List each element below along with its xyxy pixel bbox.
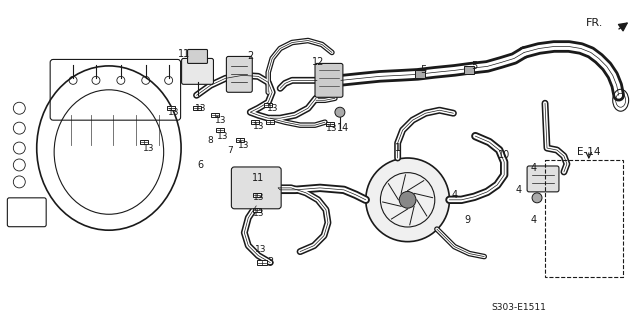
Bar [264,103,272,107]
Bar [139,140,148,144]
Text: 5: 5 [420,65,427,76]
Bar [464,67,474,74]
Circle shape [366,158,450,242]
Circle shape [335,107,345,117]
FancyBboxPatch shape [315,63,343,97]
Bar [415,70,425,78]
Bar [545,160,623,277]
Text: 13: 13 [168,108,179,117]
Text: 13: 13 [238,140,249,149]
Text: 6: 6 [197,160,204,170]
FancyBboxPatch shape [188,50,207,63]
FancyBboxPatch shape [527,166,559,192]
Text: 13: 13 [268,104,279,113]
Text: 7: 7 [228,146,233,155]
Text: 13: 13 [326,124,338,132]
Circle shape [532,193,542,203]
Bar [253,193,261,197]
Text: 13: 13 [217,132,228,140]
Bar [216,128,224,132]
Text: 4: 4 [531,163,537,173]
Text: 14: 14 [337,123,349,133]
Text: 13: 13 [195,104,206,113]
Text: 10: 10 [498,150,510,160]
Text: 9: 9 [464,215,470,225]
Text: 1: 1 [394,143,401,153]
Text: 12: 12 [312,57,324,68]
FancyBboxPatch shape [226,56,252,92]
Text: FR.: FR. [586,18,604,28]
Bar [253,208,261,212]
Text: 13: 13 [215,116,226,125]
FancyBboxPatch shape [231,167,281,209]
Text: 5: 5 [471,61,477,71]
Text: 4: 4 [516,185,522,195]
Text: 4: 4 [531,215,537,225]
Text: 2: 2 [247,52,254,61]
Bar [326,122,334,126]
Text: 13: 13 [252,122,264,131]
Bar [167,107,174,110]
Text: 8: 8 [207,136,213,145]
Bar [212,113,219,117]
Bar [236,138,244,142]
Bar [266,120,274,124]
Text: 13: 13 [143,144,155,153]
Bar [193,107,200,110]
Text: 13: 13 [254,245,266,254]
Bar [251,120,259,124]
Text: 13: 13 [252,193,264,202]
Bar [257,260,267,265]
Text: 11: 11 [252,173,264,183]
Text: 13: 13 [252,209,264,218]
FancyArrowPatch shape [619,23,627,31]
Circle shape [399,191,416,208]
FancyBboxPatch shape [181,59,214,84]
Text: 11: 11 [178,50,190,60]
Text: 3: 3 [267,257,273,267]
Text: S303-E1511: S303-E1511 [492,303,547,312]
Text: E-14: E-14 [577,147,600,157]
Text: 4: 4 [451,190,458,200]
